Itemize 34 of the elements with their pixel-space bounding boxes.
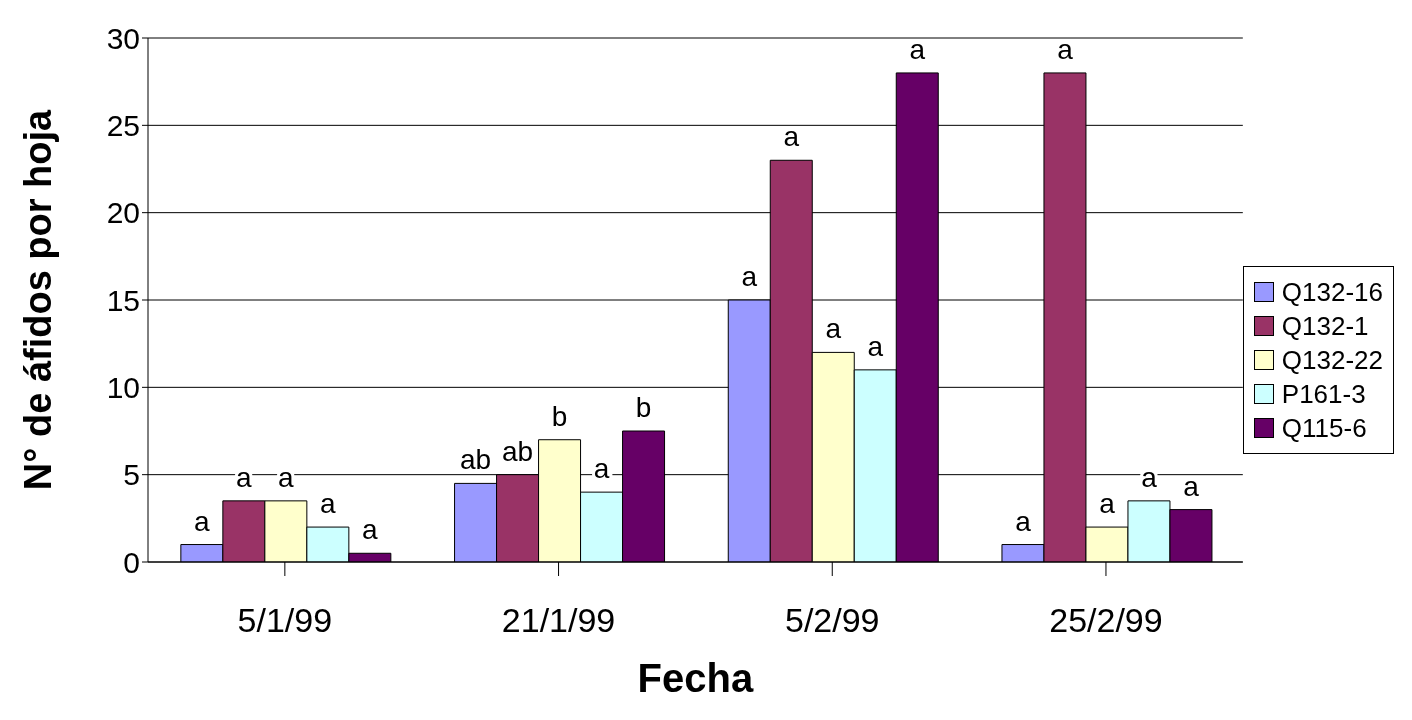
x-tick-label: 21/1/99: [501, 601, 616, 640]
data-label: a: [741, 261, 758, 292]
data-label: a: [362, 514, 379, 546]
legend-label: P161-3: [1281, 378, 1366, 411]
data-label: a: [909, 33, 926, 65]
data-label: a: [1099, 488, 1116, 520]
y-tick-label: 25: [106, 108, 140, 142]
data-label: ab: [501, 435, 534, 467]
legend-label: Q132-16: [1281, 276, 1383, 309]
y-tick-label: 15: [106, 283, 140, 317]
legend-label: Q132-1: [1281, 310, 1369, 343]
legend-label: Q132-22: [1281, 344, 1383, 377]
data-label: a: [1183, 470, 1200, 502]
x-axis-title: Fecha: [637, 656, 754, 700]
y-tick-label: 0: [123, 545, 140, 579]
data-label: b: [551, 400, 568, 432]
x-tick-label: 5/2/99: [784, 601, 880, 640]
legend-label: Q115-6: [1281, 412, 1367, 445]
y-tick-label: 20: [106, 196, 140, 230]
y-tick-label: 30: [106, 21, 140, 55]
data-label: a: [867, 330, 884, 362]
y-tick-label: 10: [106, 370, 140, 404]
data-label: a: [825, 313, 842, 345]
data-label: a: [1015, 505, 1032, 537]
x-tick-label: 25/2/99: [1049, 601, 1163, 640]
data-label: b: [635, 392, 652, 423]
data-label: a: [194, 505, 211, 537]
x-tick-label: 5/1/99: [237, 601, 333, 640]
y-tick-label: 5: [123, 458, 140, 492]
data-label: ab: [459, 444, 492, 476]
data-label: a: [320, 488, 337, 520]
data-label: a: [1057, 33, 1074, 65]
y-axis-title: N° de áfidos por hoja: [17, 108, 60, 491]
data-label: a: [783, 121, 800, 153]
